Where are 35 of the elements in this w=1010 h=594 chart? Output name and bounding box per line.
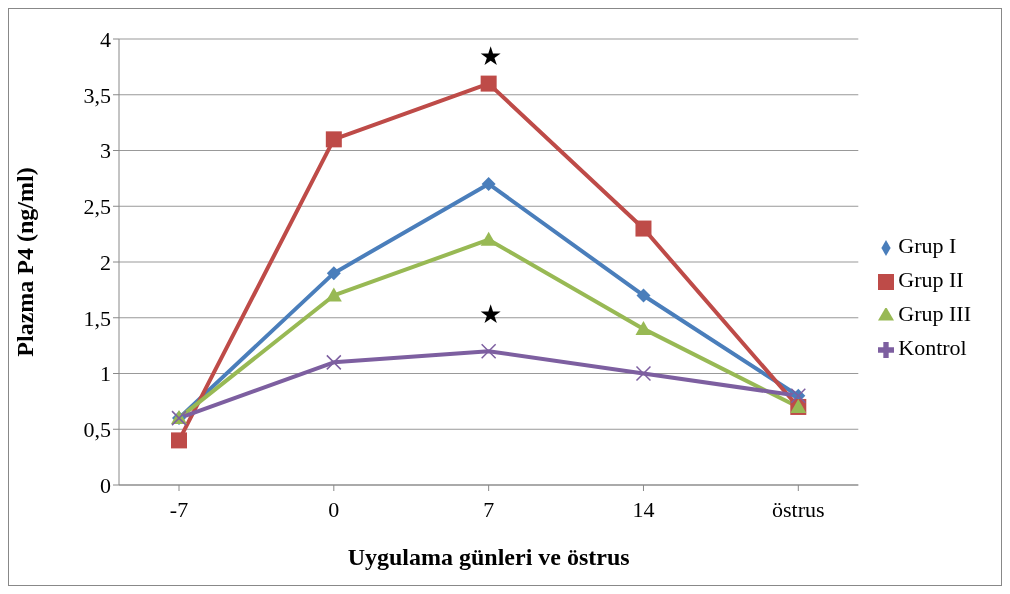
y-tick-label: 0 bbox=[100, 472, 111, 498]
point bbox=[635, 220, 652, 237]
x-tick-label: 0 bbox=[328, 496, 340, 522]
y-tick-label: 2,5 bbox=[83, 194, 111, 220]
legend-label: Grup III bbox=[898, 301, 971, 326]
point bbox=[636, 288, 651, 303]
x-axis-title: Uygulama günleri ve östrus bbox=[347, 544, 630, 570]
point bbox=[480, 231, 497, 246]
x-tick-label: 14 bbox=[632, 496, 655, 522]
y-tick-label: 3,5 bbox=[83, 82, 111, 108]
point bbox=[325, 287, 342, 302]
point bbox=[480, 75, 497, 92]
y-tick-label: 2 bbox=[100, 249, 111, 275]
point bbox=[635, 365, 652, 382]
x-tick-label: -7 bbox=[169, 496, 189, 522]
x-tick-label: 7 bbox=[483, 496, 495, 522]
point bbox=[481, 176, 496, 191]
y-tick-label: 0,5 bbox=[83, 417, 111, 443]
annotation: ★ bbox=[478, 300, 502, 329]
y-tick-label: 1,5 bbox=[83, 305, 111, 331]
y-tick-label: 4 bbox=[100, 26, 111, 52]
point bbox=[326, 266, 341, 281]
annotation: ★ bbox=[478, 42, 502, 71]
point bbox=[326, 354, 342, 371]
point bbox=[171, 432, 187, 449]
point bbox=[635, 320, 652, 335]
y-axis-title: Plazma P4 (ng/ml) bbox=[11, 167, 38, 357]
legend-label: Grup I bbox=[898, 233, 957, 258]
point bbox=[480, 343, 497, 359]
y-tick-label: 3 bbox=[100, 138, 111, 164]
legend-label: Grup II bbox=[898, 267, 964, 292]
y-tick-label: 1 bbox=[100, 361, 111, 387]
point bbox=[325, 131, 342, 148]
x-tick-label: östrus bbox=[772, 496, 825, 522]
legend-label: Kontrol bbox=[898, 335, 967, 360]
